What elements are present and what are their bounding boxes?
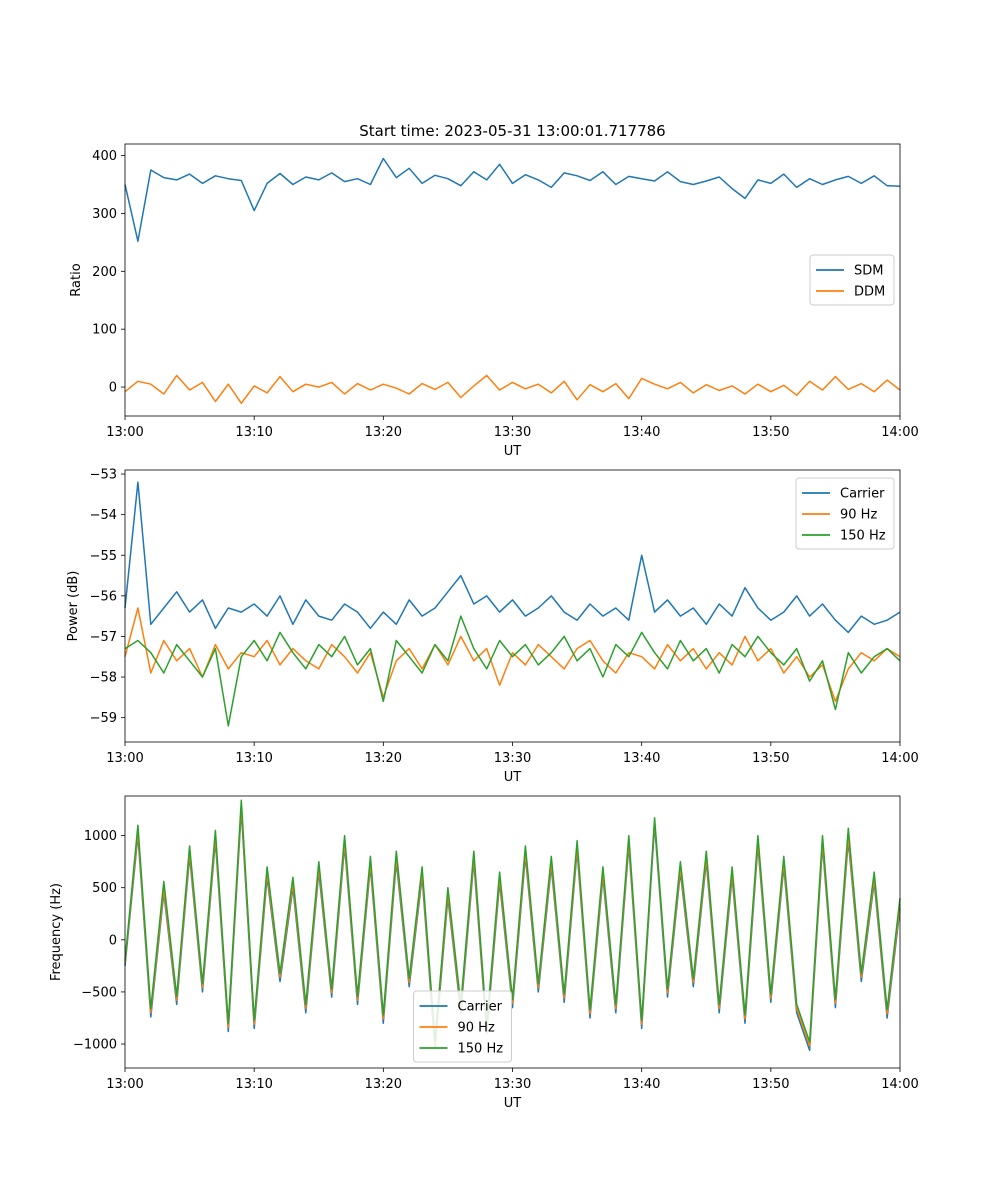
y-tick-label: 0 xyxy=(109,933,117,948)
x-tick-label: 14:00 xyxy=(881,425,918,440)
x-tick-label: 13:00 xyxy=(106,751,143,766)
x-tick-label: 13:50 xyxy=(752,751,789,766)
chart-panel-1: 13:00 13:10 13:20 13:30 13:40 13:50 14:00 0 100 2… xyxy=(69,143,919,459)
x-axis-label: UT xyxy=(504,770,522,785)
axes-frame xyxy=(124,795,901,1069)
x-tick-label: 13:10 xyxy=(235,751,272,766)
legend-label: DDM xyxy=(854,285,885,300)
y-tick-label: −55 xyxy=(90,549,117,564)
legend-label: SDM xyxy=(854,264,883,279)
y-axis-label: Power (dB) xyxy=(66,571,81,642)
y-tick-label: −59 xyxy=(90,711,117,726)
legend-box xyxy=(809,254,895,306)
legend-label: 90 Hz xyxy=(458,1021,495,1036)
x-tick-label: 13:30 xyxy=(494,1077,531,1092)
y-tick-label: −54 xyxy=(90,508,117,523)
legend-label: Carrier xyxy=(458,1000,503,1015)
x-tick-label: 13:00 xyxy=(106,425,143,440)
x-tick-label: 13:30 xyxy=(494,425,531,440)
x-tick-label: 13:20 xyxy=(365,751,402,766)
legend-label: Carrier xyxy=(840,487,885,502)
chart-panel-3: 13:00 13:10 13:20 13:30 13:40 13:50 14:00 −1000… xyxy=(49,795,919,1111)
series-line-90-hz xyxy=(124,805,901,1047)
x-tick-label: 13:40 xyxy=(623,751,660,766)
y-axis-label: Frequency (Hz) xyxy=(49,883,64,981)
y-tick-label: 500 xyxy=(92,881,117,896)
legend-box xyxy=(413,990,512,1063)
y-tick-label: 400 xyxy=(92,149,117,164)
legend-box xyxy=(795,477,895,550)
series-line-ddm xyxy=(124,374,901,405)
legend: SDM DDM xyxy=(809,254,895,306)
axes-frame xyxy=(124,469,901,743)
figure-title: Start time: 2023-05-31 13:00:01.717786 xyxy=(359,122,665,140)
x-axis-label: UT xyxy=(504,1096,522,1111)
y-tick-label: −56 xyxy=(90,589,117,604)
y-tick-label: 200 xyxy=(92,265,117,280)
x-tick-label: 14:00 xyxy=(881,1077,918,1092)
y-axis-label: Ratio xyxy=(69,263,84,296)
legend-label: 150 Hz xyxy=(840,529,886,544)
x-tick-label: 13:10 xyxy=(235,1077,272,1092)
x-axis-label: UT xyxy=(504,444,522,459)
x-tick-label: 13:10 xyxy=(235,425,272,440)
chart-panel-2: 13:00 13:10 13:20 13:30 13:40 13:50 14:00 −59 −5… xyxy=(66,468,919,785)
x-tick-label: 13:20 xyxy=(365,1077,402,1092)
legend-label: 90 Hz xyxy=(840,508,877,523)
series-line-carrier xyxy=(124,481,901,634)
series-line-150-hz xyxy=(124,799,901,1043)
axes-frame xyxy=(124,143,901,417)
x-tick-label: 13:20 xyxy=(365,425,402,440)
x-tick-label: 13:40 xyxy=(623,425,660,440)
x-tick-label: 13:00 xyxy=(106,1077,143,1092)
x-tick-label: 13:50 xyxy=(752,425,789,440)
legend: Carrier 90 Hz 150 Hz xyxy=(413,990,512,1063)
y-tick-label: 300 xyxy=(92,207,117,222)
series-line-90-hz xyxy=(124,607,901,703)
y-tick-label: −57 xyxy=(90,630,117,645)
y-tick-label: 0 xyxy=(109,381,117,396)
y-tick-label: −500 xyxy=(81,985,117,1000)
legend: Carrier 90 Hz 150 Hz xyxy=(795,477,895,550)
y-tick-label: −53 xyxy=(90,468,117,483)
x-tick-label: 13:50 xyxy=(752,1077,789,1092)
x-tick-label: 13:40 xyxy=(623,1077,660,1092)
y-tick-label: −1000 xyxy=(73,1038,117,1053)
series-line-150-hz xyxy=(124,615,901,727)
series-line-sdm xyxy=(124,157,901,242)
y-tick-label: 100 xyxy=(92,323,117,338)
x-tick-label: 14:00 xyxy=(881,751,918,766)
x-tick-label: 13:30 xyxy=(494,751,531,766)
legend-label: 150 Hz xyxy=(458,1042,504,1057)
y-tick-label: 1000 xyxy=(84,829,117,844)
series-line-carrier xyxy=(124,809,901,1052)
y-tick-label: −58 xyxy=(90,671,117,686)
